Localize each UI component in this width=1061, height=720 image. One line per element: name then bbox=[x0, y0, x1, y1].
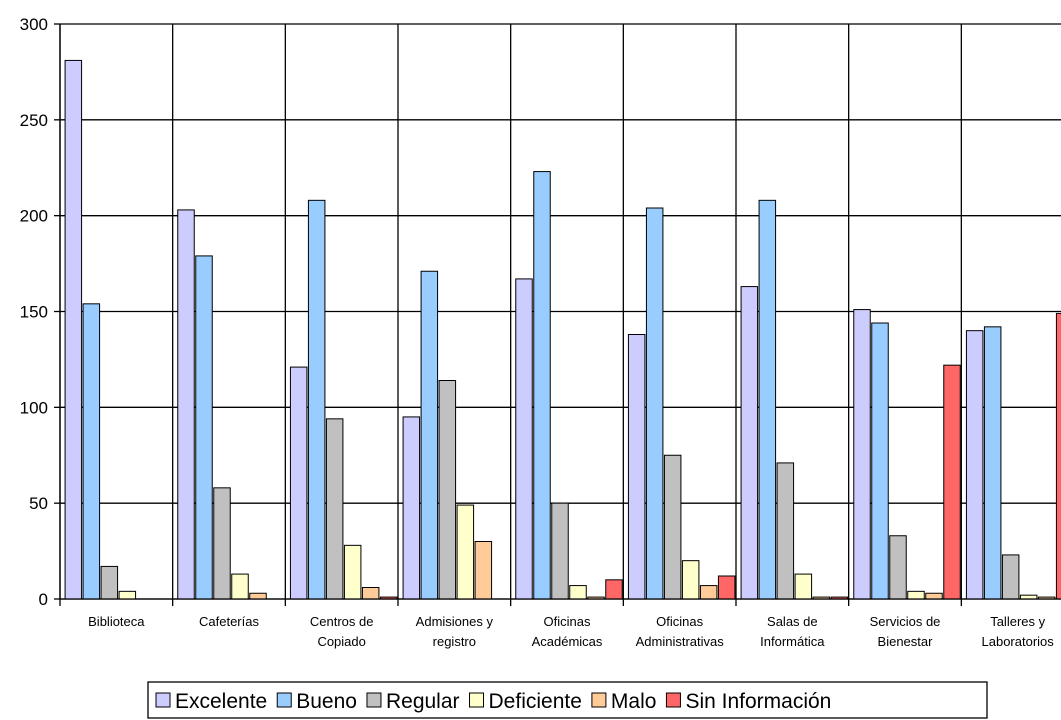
legend-swatch bbox=[155, 692, 171, 708]
y-tick-label: 200 bbox=[20, 207, 48, 226]
bar bbox=[1055, 312, 1061, 600]
legend-swatch bbox=[469, 692, 485, 708]
bar bbox=[569, 585, 587, 600]
x-category-label: Salas de bbox=[767, 614, 818, 629]
legend-swatch bbox=[366, 692, 382, 708]
y-tick-label: 300 bbox=[20, 15, 48, 34]
legend-label: Deficiente bbox=[489, 690, 582, 713]
bar bbox=[533, 171, 551, 600]
bar bbox=[853, 309, 871, 600]
x-category-label: Copiado bbox=[317, 634, 365, 649]
bar bbox=[325, 418, 344, 600]
bar bbox=[213, 487, 231, 600]
bar bbox=[983, 326, 1002, 600]
legend-label: Regular bbox=[386, 690, 460, 713]
bar bbox=[889, 535, 907, 600]
y-tick-label: 50 bbox=[29, 494, 48, 513]
x-category-label: Cafeterías bbox=[199, 614, 259, 629]
bar bbox=[551, 502, 569, 600]
y-tick-label: 150 bbox=[20, 303, 48, 322]
bar bbox=[965, 330, 984, 600]
bar bbox=[474, 541, 493, 600]
y-tick-label: 250 bbox=[20, 111, 48, 130]
x-category-label: Centros de bbox=[310, 614, 374, 629]
bar bbox=[343, 544, 362, 600]
bar bbox=[289, 366, 308, 600]
bar bbox=[82, 303, 101, 600]
legend-item: Malo bbox=[591, 690, 657, 713]
x-category-label: Admisiones y bbox=[416, 614, 494, 629]
bar bbox=[627, 334, 646, 600]
bar bbox=[645, 207, 664, 600]
legend-label: Bueno bbox=[296, 690, 357, 713]
bar bbox=[943, 364, 961, 600]
bar bbox=[605, 579, 623, 600]
bar bbox=[907, 590, 925, 600]
bar bbox=[420, 270, 439, 600]
bar bbox=[871, 322, 889, 600]
legend-item: Bueno bbox=[276, 690, 357, 713]
x-category-label: Bienestar bbox=[878, 634, 934, 649]
x-category-label: Oficinas bbox=[544, 614, 591, 629]
bar bbox=[438, 380, 457, 600]
x-category-label: registro bbox=[433, 634, 476, 649]
x-category-labels: Biblioteca Cafeterías Centros de Copiado Adm… bbox=[88, 614, 1054, 649]
axes bbox=[54, 23, 1061, 600]
x-category-label: Biblioteca bbox=[88, 614, 145, 629]
bar bbox=[118, 590, 137, 600]
legend-item: Sin Información bbox=[665, 690, 831, 713]
legend-item: Regular bbox=[366, 690, 460, 713]
legend-item: Deficiente bbox=[469, 690, 582, 713]
bar bbox=[100, 565, 119, 600]
bar bbox=[307, 199, 326, 600]
x-category-label: Administrativas bbox=[636, 634, 725, 649]
bar bbox=[231, 573, 249, 600]
legend-swatch bbox=[591, 692, 607, 708]
bar bbox=[776, 462, 795, 600]
bar bbox=[758, 199, 777, 600]
legend-item: Excelente bbox=[155, 690, 267, 713]
bar bbox=[925, 592, 943, 600]
bar bbox=[177, 209, 195, 600]
bar bbox=[717, 575, 736, 600]
legend-label: Excelente bbox=[175, 690, 267, 713]
bar bbox=[681, 560, 700, 600]
x-category-label: Académicas bbox=[532, 634, 603, 649]
x-category-label: Laboratorios bbox=[982, 634, 1055, 649]
x-category-label: Oficinas bbox=[656, 614, 703, 629]
bar bbox=[740, 286, 759, 600]
bar bbox=[699, 585, 718, 600]
legend-swatch bbox=[665, 692, 681, 708]
y-tick-label: 0 bbox=[39, 590, 48, 609]
legend-swatch bbox=[276, 692, 292, 708]
y-tick-label: 100 bbox=[20, 398, 48, 417]
legend-label: Sin Información bbox=[685, 690, 831, 713]
x-category-label: Servicios de bbox=[870, 614, 941, 629]
bars bbox=[64, 59, 1061, 600]
bar bbox=[402, 416, 421, 600]
gridlines bbox=[59, 23, 1061, 606]
bar bbox=[515, 278, 533, 600]
bar bbox=[663, 454, 682, 600]
bar bbox=[361, 587, 380, 600]
bar bbox=[794, 573, 813, 600]
x-category-label: Talleres y bbox=[990, 614, 1045, 629]
bar bbox=[195, 255, 213, 600]
bar bbox=[456, 504, 475, 600]
legend-label: Malo bbox=[611, 690, 657, 713]
bar bbox=[249, 592, 267, 600]
bar bbox=[64, 59, 83, 600]
bar bbox=[1001, 554, 1020, 600]
x-category-label: Informática bbox=[760, 634, 825, 649]
legend: Excelente Bueno Regular Deficiente Malo Sin I… bbox=[147, 681, 988, 719]
y-tick-labels: 0 50 100 150 200 250 300 bbox=[20, 15, 48, 609]
